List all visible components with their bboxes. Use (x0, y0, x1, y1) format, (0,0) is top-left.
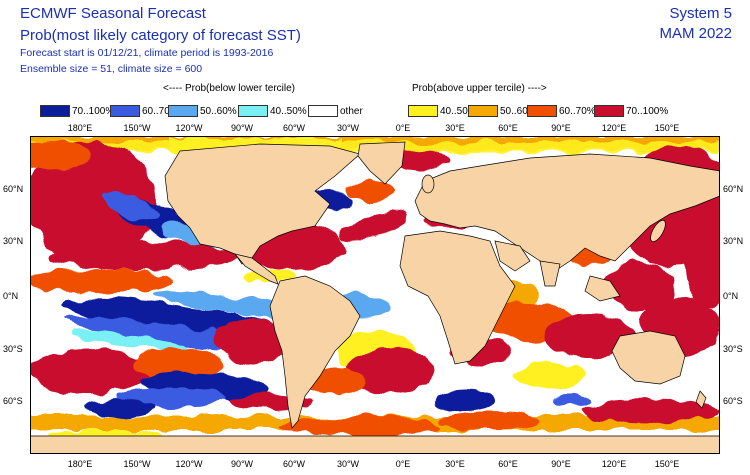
legend-swatch (110, 105, 140, 117)
legend-item: 50..60% (468, 104, 537, 118)
chart-subtitle: Prob(most likely category of forecast SS… (20, 27, 301, 44)
x-tick-label: 120°E (601, 123, 627, 133)
x-tick-label: 30°E (445, 459, 465, 469)
british-isles (421, 174, 435, 194)
y-tick-label: 0°N (723, 291, 739, 301)
x-tick-label: 60°E (498, 123, 518, 133)
x-tick-label: 120°W (175, 459, 203, 469)
legend-item: 70..100% (594, 104, 668, 118)
y-tick-label: 30°N (3, 236, 24, 246)
x-tick-label: 180°E (67, 123, 93, 133)
legend-item: other (308, 104, 363, 118)
x-tick-label: 90°W (230, 459, 254, 469)
land-masses (30, 141, 720, 454)
x-tick-label: 150°W (123, 123, 151, 133)
x-tick-label: 90°E (551, 459, 571, 469)
system-label: System 5 (669, 5, 732, 22)
x-tick-label: 90°E (551, 123, 571, 133)
season-label: MAM 2022 (659, 25, 732, 42)
x-tick-label: 150°W (123, 459, 151, 469)
legend-item: 60..70% (527, 104, 596, 118)
new-zealand (695, 390, 707, 409)
antarctica (30, 435, 720, 454)
arabia (494, 240, 531, 272)
legend-label: 70..100% (72, 105, 115, 117)
legend-label: 40..50% (440, 105, 477, 117)
y-tick-label: 30°N (723, 236, 744, 246)
africa (399, 230, 516, 365)
legend-item: 50..60% (168, 104, 237, 118)
y-tick-label: 60°N (3, 184, 24, 194)
indonesia (584, 275, 621, 302)
legend-label: 50..60% (200, 105, 237, 117)
greenland (357, 141, 406, 185)
legend-swatch (527, 105, 557, 117)
legend-swatch (168, 105, 198, 117)
x-tick-label: 150°E (654, 123, 680, 133)
legend-swatch (408, 105, 438, 117)
map-canvas (30, 136, 720, 454)
legend-item: 40..50% (238, 104, 307, 118)
x-tick-label: 30°W (336, 459, 360, 469)
x-tick-label: 90°W (230, 123, 254, 133)
x-tick-label: 60°W (282, 123, 306, 133)
eurasia (414, 153, 720, 272)
legend-above-caption: Prob(above upper tercile) ----> (412, 83, 547, 94)
australia (611, 330, 686, 385)
legend-item: 60..70% (110, 104, 179, 118)
legend-item: 40..50% (408, 104, 477, 118)
legend-swatch (238, 105, 268, 117)
x-tick-label: 30°W (336, 123, 360, 133)
map-border (30, 136, 720, 454)
sst-probability-map (30, 136, 720, 454)
legend-label: 50..60% (500, 105, 537, 117)
color-legend: 70..100% 60..70% 50..60% 40..50% other 4… (0, 104, 750, 120)
x-tick-label: 120°W (175, 123, 203, 133)
legend-swatch (594, 105, 624, 117)
x-tick-label: 60°W (282, 459, 306, 469)
forecast-info: Forecast start is 01/12/21, climate peri… (20, 47, 274, 59)
central-america (234, 253, 279, 285)
north-america (164, 143, 361, 265)
india (539, 260, 561, 287)
legend-label: 40..50% (270, 105, 307, 117)
chart-title: ECMWF Seasonal Forecast (20, 5, 206, 22)
legend-below-caption: <---- Prob(below lower tercile) (163, 83, 295, 94)
x-tick-label: 0°E (395, 123, 411, 133)
legend-swatch (308, 105, 338, 117)
japan (650, 219, 666, 243)
legend-item: 70..100% (40, 104, 114, 118)
y-tick-label: 0°N (3, 291, 19, 301)
legend-swatch (40, 105, 70, 117)
legend-label: 70..100% (626, 105, 669, 117)
x-tick-label: 150°E (654, 459, 680, 469)
legend-label: other (340, 105, 363, 117)
y-tick-label: 60°N (723, 184, 744, 194)
x-tick-label: 60°E (498, 459, 518, 469)
x-tick-label: 30°E (445, 123, 465, 133)
legend-label: 60..70% (142, 105, 179, 117)
ensemble-info: Ensemble size = 51, climate size = 600 (20, 63, 203, 75)
x-tick-label: 0°E (395, 459, 411, 469)
legend-swatch (468, 105, 498, 117)
y-tick-label: 60°S (723, 396, 743, 406)
y-tick-label: 30°S (723, 344, 743, 354)
y-tick-label: 60°S (3, 396, 23, 406)
x-tick-label: 180°E (67, 459, 93, 469)
y-tick-label: 30°S (3, 344, 23, 354)
south-america (269, 275, 361, 429)
x-tick-label: 120°E (601, 459, 627, 469)
legend-label: 60..70% (559, 105, 596, 117)
